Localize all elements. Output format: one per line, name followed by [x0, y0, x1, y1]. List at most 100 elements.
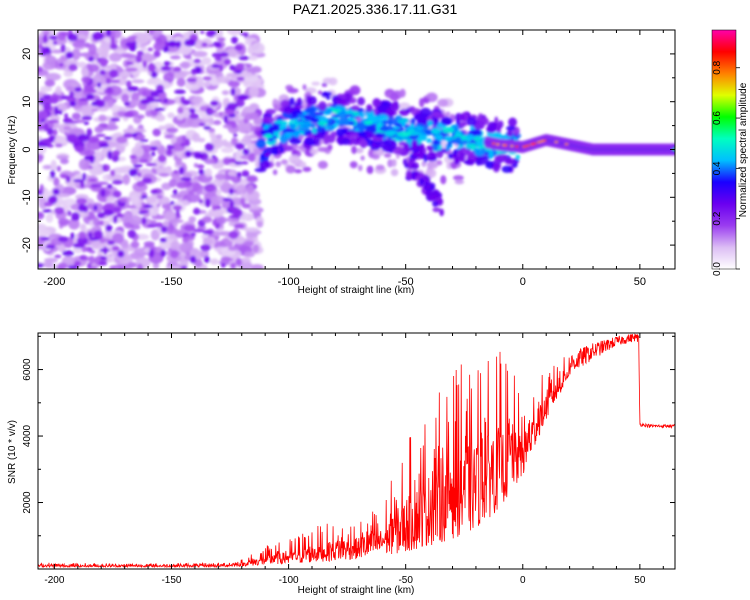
spectrogram-cell — [39, 237, 50, 241]
spectrogram-cell — [139, 139, 149, 143]
spectrogram-cell — [168, 219, 184, 224]
spectrogram-cell — [454, 158, 460, 165]
spectrogram-cell — [107, 99, 114, 108]
spectrogram-cell — [229, 200, 235, 208]
spectrogram-cell — [64, 113, 69, 119]
spectrogram-cell — [163, 61, 171, 66]
spectrogram-cell — [118, 111, 126, 115]
spectrogram-cell — [433, 134, 442, 140]
spectrogram-cell — [322, 77, 333, 84]
spectrogram-cell — [184, 38, 196, 47]
spectrogram-cell — [477, 145, 488, 149]
spectrogram-cell — [385, 130, 399, 135]
spectrogram-cell — [42, 102, 52, 110]
spectrogram-cell — [288, 154, 301, 165]
spectrogram-cell — [241, 170, 250, 178]
spectrogram-cell — [181, 199, 190, 206]
spectrogram-cell — [69, 91, 75, 99]
spectrogram-cell — [432, 207, 441, 213]
spectrogram-cell — [365, 104, 373, 113]
spectrogram-cell — [131, 79, 145, 84]
spectrogram-cell — [131, 145, 144, 158]
spectrogram-cell — [196, 81, 211, 88]
y-tick-label: 6000 — [22, 358, 33, 381]
spectrogram-cell — [192, 228, 205, 233]
spectrogram-cell — [242, 148, 250, 156]
spectrogram-cell — [219, 51, 229, 58]
spectrogram-cell — [495, 143, 500, 146]
spectrogram-cell — [399, 88, 406, 98]
spectrogram-cell — [215, 48, 227, 54]
spectrogram-cell — [79, 223, 87, 232]
spectrogram-cell — [235, 257, 242, 267]
spectrogram-cell — [154, 107, 166, 112]
spectrogram-cell — [47, 119, 59, 124]
colorbar-tick-label: 0.4 — [712, 161, 723, 175]
spectrogram-cell — [71, 212, 80, 221]
spectrogram-cell — [317, 90, 322, 95]
spectrogram-cell — [175, 40, 182, 48]
spectrogram-cell — [267, 125, 281, 132]
snr-series-line — [38, 333, 675, 569]
snr-panel: -200 -150 -100 -50 0 50 2000 4000 6000 Height o… — [7, 332, 676, 596]
spectrogram-cell — [252, 244, 260, 254]
spectrogram-cell — [348, 121, 355, 126]
spectrogram-cell — [419, 177, 424, 186]
spectrogram-cell — [63, 70, 74, 77]
spectrogram-cell — [123, 102, 131, 106]
spectrogram-cell — [222, 157, 231, 165]
spectrogram-cell — [248, 152, 256, 163]
spectrogram-cell — [136, 263, 144, 269]
spectrogram-cell — [125, 42, 137, 48]
spectrogram-cell — [142, 153, 150, 161]
spectrogram-cell — [259, 153, 265, 160]
spectrogram-cell — [155, 222, 164, 228]
spectrogram-cell — [67, 120, 79, 124]
spectrogram-cell — [140, 195, 148, 199]
spectrogram-cell — [58, 218, 70, 226]
spectrogram-cell — [382, 101, 389, 106]
spectrogram-cell — [403, 142, 410, 150]
spectrogram-cell — [98, 260, 107, 266]
spectrogram-cell — [351, 145, 357, 155]
spectrogram-cell — [140, 98, 151, 105]
spectrogram-cell — [244, 227, 260, 233]
spectrogram-cell — [93, 204, 98, 211]
spectrogram-cell — [55, 85, 62, 96]
spectrogram-cell — [359, 139, 368, 148]
spectrogram-cell — [185, 138, 191, 147]
spectrogram-cell — [229, 64, 236, 71]
spectrogram-cell — [253, 190, 258, 200]
spectrogram-cell — [145, 196, 157, 204]
spectrogram-cell — [106, 173, 122, 181]
spectrogram-cell — [130, 207, 138, 215]
spectrogram-cell — [52, 40, 58, 45]
spectrogram-cell — [180, 177, 192, 182]
spectrogram-cell — [283, 106, 295, 115]
spectrogram-cell — [148, 249, 155, 258]
spectrogram-cell — [372, 98, 382, 108]
spectrogram-cell — [69, 101, 77, 107]
spectrogram-cell — [203, 256, 210, 264]
x-tick-label: 0 — [520, 276, 526, 288]
spectrogram-cell — [411, 170, 416, 180]
spectrogram-cell — [119, 71, 132, 78]
spectrogram-cell — [111, 154, 120, 162]
spectrogram-cell — [87, 262, 92, 269]
spectrogram-cell — [198, 122, 206, 127]
spectrogram-cell — [440, 175, 447, 185]
spectrogram-cell — [210, 100, 219, 107]
spectrogram-cell — [82, 172, 87, 181]
spectrogram-cell — [509, 144, 514, 147]
spectrogram-cell — [75, 194, 89, 200]
spectrogram-cell — [148, 77, 161, 82]
spectrogram-cell — [121, 241, 129, 249]
colorbar-tick-label: 0.0 — [712, 262, 723, 276]
spectrogram-cell — [38, 197, 47, 202]
spectrogram-cell — [209, 131, 216, 139]
spectrogram-cell — [77, 99, 89, 106]
spectrogram-cell — [416, 118, 427, 125]
spectrogram-cell — [469, 143, 477, 151]
spectrogram-cell — [387, 159, 394, 168]
spectrogram-cell — [126, 205, 136, 209]
